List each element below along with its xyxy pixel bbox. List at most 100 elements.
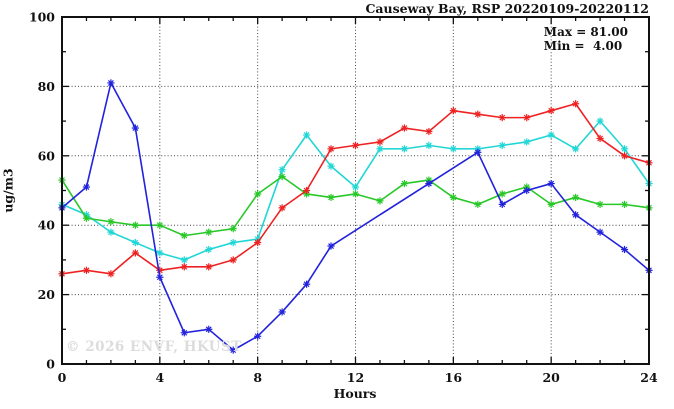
x-tick-label: 24 — [640, 370, 658, 385]
chart-title: Causeway Bay, RSP 20220109-20220112 — [365, 1, 649, 16]
data-point-marker — [181, 232, 188, 239]
data-point-marker — [352, 142, 359, 149]
series-markers-blue — [58, 79, 653, 354]
data-point-marker — [401, 180, 408, 187]
data-point-marker — [107, 218, 114, 225]
data-point-marker — [181, 263, 188, 270]
y-tick-label: 0 — [46, 357, 55, 372]
data-point-marker — [132, 222, 139, 229]
data-point-marker — [254, 333, 261, 340]
data-point-marker — [181, 256, 188, 263]
data-point-marker — [254, 239, 261, 246]
data-point-marker — [352, 184, 359, 190]
data-point-marker — [205, 263, 212, 270]
y-tick-label: 60 — [38, 148, 56, 163]
x-tick-label: 8 — [253, 370, 262, 385]
data-point-marker — [132, 239, 139, 246]
data-point-marker — [425, 180, 432, 187]
data-point-marker — [523, 138, 530, 145]
data-point-marker — [156, 274, 163, 281]
data-point-marker — [328, 163, 334, 170]
x-tick-label: 0 — [58, 370, 67, 385]
x-tick-label: 16 — [445, 370, 463, 385]
data-point-marker — [572, 211, 579, 218]
data-point-marker — [303, 187, 310, 194]
data-point-marker — [328, 243, 334, 249]
series-markers-cyan — [58, 117, 653, 264]
data-point-marker — [254, 191, 261, 197]
x-tick-label: 20 — [542, 370, 560, 385]
y-axis-label: ug/m3 — [0, 168, 16, 213]
y-tick-label: 40 — [38, 218, 56, 233]
data-point-marker — [107, 229, 114, 236]
series-markers-red — [58, 100, 653, 278]
watermark: © 2026 ENVF, HKUST — [66, 339, 242, 355]
data-point-marker — [572, 194, 579, 201]
data-point-marker — [83, 215, 90, 222]
data-point-marker — [597, 118, 604, 125]
data-point-marker — [499, 191, 506, 197]
data-point-marker — [132, 125, 139, 131]
data-point-marker — [450, 107, 457, 114]
x-tick-label: 4 — [155, 370, 164, 385]
data-point-marker — [450, 145, 457, 152]
data-point-marker — [328, 194, 334, 201]
data-point-marker — [83, 184, 90, 190]
data-point-marker — [83, 267, 90, 274]
data-point-marker — [107, 80, 114, 86]
data-point-marker — [352, 191, 359, 197]
data-point-marker — [279, 173, 286, 180]
data-point-marker — [425, 142, 432, 149]
data-point-marker — [621, 152, 628, 159]
stats-legend: Max = 81.00 Min = 4.00 — [543, 25, 628, 53]
data-point-marker — [597, 135, 604, 142]
data-point-marker — [279, 309, 286, 315]
data-point-marker — [474, 201, 481, 208]
data-point-marker — [548, 201, 555, 208]
data-point-marker — [621, 145, 628, 152]
data-point-marker — [474, 111, 481, 118]
data-point-marker — [548, 107, 555, 114]
data-point-marker — [548, 180, 555, 187]
data-point-marker — [279, 204, 286, 211]
data-point-marker — [156, 250, 163, 256]
series-markers-green — [58, 173, 653, 240]
data-point-marker — [499, 114, 506, 121]
x-axis-label: Hours — [333, 386, 377, 401]
plot-border — [61, 16, 650, 365]
data-point-marker — [377, 197, 383, 204]
x-tick-label: 12 — [347, 370, 364, 385]
data-point-marker — [303, 281, 310, 288]
legend-min-value: Min = 4.00 — [543, 38, 623, 53]
data-point-marker — [597, 201, 604, 208]
y-tick-label: 20 — [38, 287, 56, 302]
data-point-marker — [597, 229, 604, 236]
data-point-marker — [621, 246, 628, 253]
data-point-marker — [205, 246, 212, 253]
data-point-marker — [621, 201, 628, 208]
data-point-marker — [230, 347, 237, 354]
data-point-marker — [499, 201, 506, 208]
data-point-marker — [230, 225, 237, 232]
data-point-marker — [548, 132, 555, 138]
legend-max-value: Max = 81.00 — [543, 25, 628, 39]
data-point-marker — [401, 125, 408, 131]
data-point-marker — [425, 128, 432, 135]
data-point-marker — [401, 145, 408, 152]
data-point-marker — [205, 229, 212, 236]
data-point-marker — [107, 270, 114, 277]
data-point-marker — [156, 222, 163, 229]
data-point-marker — [377, 145, 383, 152]
data-point-marker — [132, 250, 139, 256]
y-tick-label: 100 — [29, 10, 55, 25]
data-point-marker — [230, 256, 237, 263]
y-tick-label: 80 — [38, 79, 56, 94]
data-point-marker — [328, 145, 334, 152]
data-point-marker — [181, 329, 188, 336]
data-point-marker — [230, 239, 237, 246]
data-point-marker — [279, 166, 286, 173]
data-point-marker — [303, 132, 310, 138]
data-point-marker — [523, 187, 530, 194]
